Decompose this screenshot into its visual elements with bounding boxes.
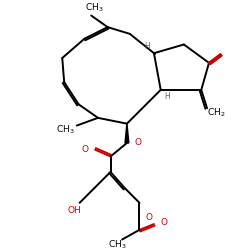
Polygon shape (125, 124, 129, 143)
Text: O: O (135, 138, 142, 147)
Text: CH$_2$: CH$_2$ (208, 107, 226, 119)
Text: H: H (144, 42, 150, 51)
Text: H: H (164, 92, 170, 101)
Text: O: O (161, 218, 168, 227)
Text: CH$_3$: CH$_3$ (85, 2, 103, 14)
Text: OH: OH (68, 206, 82, 215)
Text: CH$_3$: CH$_3$ (56, 123, 74, 136)
Text: O: O (81, 145, 88, 154)
Text: CH$_3$: CH$_3$ (108, 238, 126, 250)
Text: O: O (145, 213, 152, 222)
